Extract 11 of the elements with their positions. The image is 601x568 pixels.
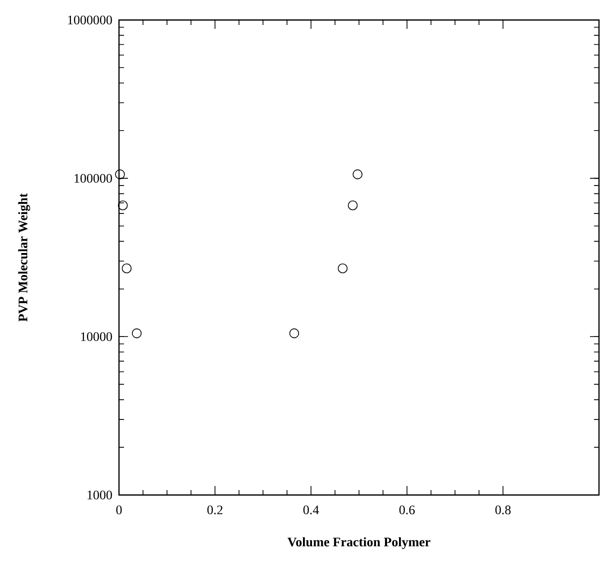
- y-axis-title: PVP Molecular Weight: [18, 193, 30, 322]
- y-tick-label: 1000: [88, 490, 112, 500]
- y-tick-label: 100000: [74, 174, 112, 183]
- x-tick-label: 0: [116, 506, 122, 514]
- y-tick-label: 10000: [81, 332, 112, 342]
- y-tick-label: 1000000: [68, 16, 112, 24]
- x-tick-label: 0.4: [303, 506, 319, 514]
- x-tick-label: 0.2: [207, 506, 222, 514]
- x-tick-label: 0.6: [399, 506, 415, 514]
- x-axis-title: Volume Fraction Polymer: [288, 537, 430, 550]
- x-tick-label: 0.8: [495, 506, 511, 514]
